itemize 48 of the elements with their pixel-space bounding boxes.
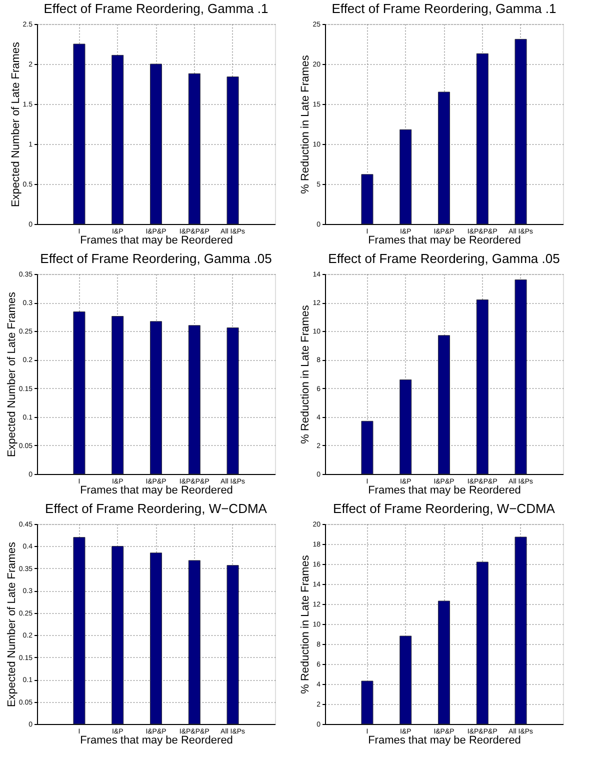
bar [188, 560, 200, 724]
chart-title: Effect of Frame Reordering, Gamma .1 [332, 1, 556, 16]
chart-title: Effect of Frame Reordering, Gamma .1 [44, 1, 268, 16]
bar [150, 321, 162, 474]
bar [361, 174, 374, 224]
x-axis-title: Frames that may be Reordered [368, 484, 521, 496]
bar [514, 536, 527, 724]
chart-title: Effect of Frame Reordering, W−CDMA [45, 501, 268, 516]
x-axis-title: Frames that may be Reordered [368, 734, 521, 746]
x-axis-title: Frames that may be Reordered [80, 484, 233, 496]
bar [226, 565, 239, 724]
x-axis-title: Frames that may be Reordered [80, 234, 233, 246]
bar [476, 299, 488, 474]
chart-title: Effect of Frame Reordering, Gamma .05 [40, 251, 272, 266]
bar [150, 552, 162, 724]
bar [188, 325, 200, 474]
bar [361, 420, 374, 474]
bar [73, 537, 86, 724]
bar [361, 680, 374, 724]
bar [400, 129, 412, 224]
bar [73, 311, 86, 474]
bar [438, 600, 450, 724]
y-axis-title: Expected Number of Late Frames [6, 291, 18, 458]
bar [226, 327, 239, 474]
bar [400, 379, 412, 474]
bar [112, 546, 124, 724]
y-axis-title: Expected Number of Late Frames [10, 41, 22, 208]
bar [438, 335, 450, 474]
chart-title: Effect of Frame Reordering, Gamma .05 [328, 251, 560, 266]
y-axis-title: Expected Number of Late Frames [6, 541, 18, 708]
bar [226, 76, 239, 224]
y-axis-title: % Reduction in Late Frames [300, 304, 312, 444]
x-axis-title: Frames that may be Reordered [368, 234, 521, 246]
bar [438, 92, 450, 224]
chart-title: Effect of Frame Reordering, W−CDMA [333, 501, 556, 516]
bar [514, 38, 527, 224]
bar [476, 53, 488, 224]
bar [73, 44, 86, 224]
bar [112, 54, 124, 224]
bar [476, 562, 488, 724]
bar [400, 636, 412, 724]
y-axis-title: % Reduction in Late Frames [300, 54, 312, 194]
bar [514, 279, 527, 474]
bar [112, 316, 124, 474]
y-axis-title: % Reduction in Late Frames [300, 554, 312, 694]
bar [188, 73, 200, 224]
bar [150, 64, 162, 224]
x-axis-title: Frames that may be Reordered [80, 734, 233, 746]
